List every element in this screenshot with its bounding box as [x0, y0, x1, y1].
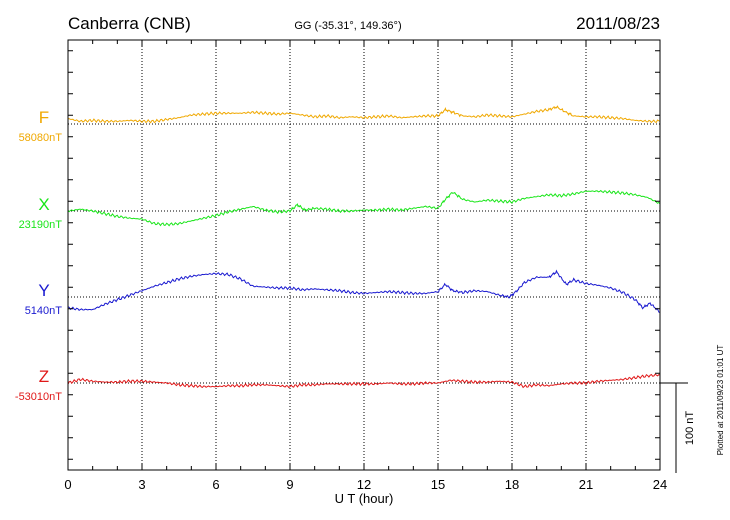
axis-ticks — [67, 40, 661, 470]
chart-title: Canberra (CNB) — [68, 14, 191, 33]
series-name-x: X — [38, 195, 49, 214]
series-name-f: F — [39, 108, 49, 127]
x-tick-label: 0 — [64, 477, 71, 492]
series-lines — [67, 105, 661, 389]
grid — [141, 40, 587, 470]
x-tick-label: 15 — [431, 477, 445, 492]
x-tick-label: 12 — [357, 477, 371, 492]
series-name-z: Z — [39, 367, 49, 386]
x-tick-label: 18 — [505, 477, 519, 492]
station-coordinates: GG (-35.31°, 149.36°) — [294, 20, 401, 32]
x-axis-label: U T (hour) — [335, 491, 394, 506]
scale-bar: 100 nT — [660, 382, 696, 473]
series-baseline-f: 58080nT — [19, 132, 63, 144]
x-tick-label: 6 — [212, 477, 219, 492]
scale-bar-label: 100 nT — [684, 411, 696, 446]
x-tick-label: 9 — [286, 477, 293, 492]
series-line-z — [67, 373, 661, 389]
series-baseline-z: -53010nT — [15, 391, 62, 403]
series-line-y — [67, 269, 660, 313]
series-baseline-x: 23190nT — [19, 219, 63, 231]
series-labels: F 58080nT X 23190nT Y 5140nT Z -53010nT — [15, 108, 62, 403]
series-baseline-y: 5140nT — [25, 305, 63, 317]
chart-date: 2011/08/23 — [576, 14, 660, 33]
series-line-x — [67, 189, 661, 227]
x-tick-label: 24 — [653, 477, 667, 492]
x-tick-label: 21 — [579, 477, 593, 492]
series-line-f — [67, 105, 661, 124]
plotted-note: Plotted at 2011/09/23 01:01 UT — [716, 345, 725, 456]
x-tick-labels: 0 3 6 9 12 15 18 21 24 — [64, 477, 667, 492]
series-name-y: Y — [38, 281, 49, 300]
x-tick-label: 3 — [138, 477, 145, 492]
plot-frame — [67, 39, 661, 471]
